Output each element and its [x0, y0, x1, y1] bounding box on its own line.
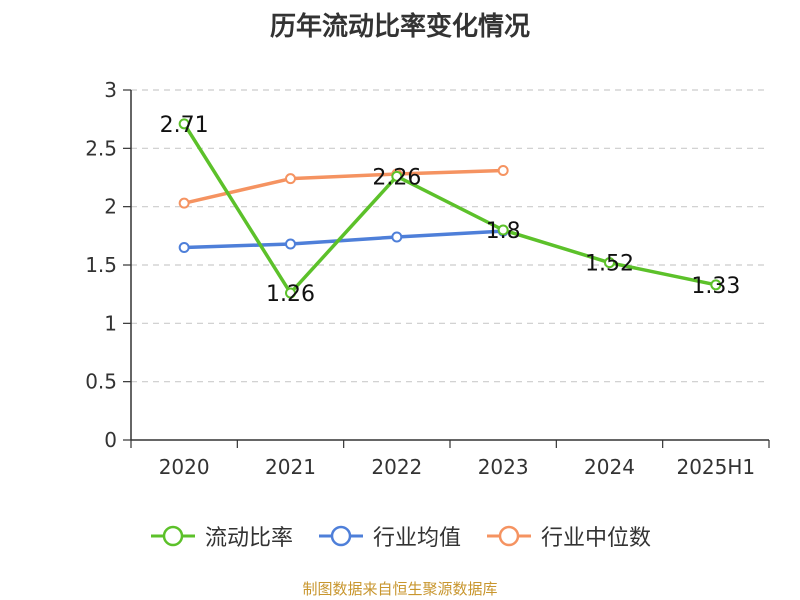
legend-item[interactable]: 行业中位数 — [485, 520, 651, 552]
legend-item[interactable]: 行业均值 — [317, 520, 461, 552]
legend-label: 行业均值 — [372, 526, 461, 551]
x-tick-label: 2023 — [478, 455, 529, 479]
data-label: 1.26 — [266, 282, 315, 307]
data-point[interactable] — [285, 238, 296, 250]
y-tick-label: 2.5 — [85, 136, 117, 160]
data-point[interactable] — [604, 257, 615, 269]
series-line — [182, 229, 505, 250]
y-tick-label: 1.5 — [85, 253, 117, 277]
source-note: 制图数据来自恒生聚源数据库 — [302, 580, 498, 598]
legend-item[interactable]: 流动比率 — [149, 520, 293, 552]
data-label: 2.71 — [160, 113, 209, 138]
legend: 流动比率 行业均值 行业中位数 — [0, 520, 800, 552]
grid-lines — [131, 89, 769, 383]
legend-marker-icon — [487, 525, 531, 547]
series-lines — [178, 118, 722, 299]
y-tick-label: 2 — [104, 195, 117, 219]
data-label: 1.33 — [691, 274, 740, 299]
series-line — [182, 168, 505, 205]
legend-label: 行业中位数 — [541, 526, 652, 551]
x-tick-label: 2024 — [584, 455, 635, 479]
y-tick-label: 0.5 — [85, 370, 117, 394]
y-tick-label: 1 — [104, 311, 117, 335]
legend-marker-icon — [150, 525, 195, 547]
data-point[interactable] — [497, 224, 509, 236]
data-point[interactable] — [178, 197, 190, 209]
legend-marker-icon — [318, 525, 363, 547]
data-point[interactable] — [391, 231, 403, 243]
data-label: 1.8 — [486, 219, 521, 244]
data-point[interactable] — [391, 170, 403, 182]
data-label: 1.52 — [585, 252, 634, 277]
data-point[interactable] — [710, 279, 722, 291]
y-tick-label: 3 — [104, 78, 117, 102]
x-tick-label: 2025H1 — [676, 455, 755, 479]
data-point[interactable] — [285, 287, 296, 299]
legend-label: 流动比率 — [204, 526, 293, 551]
data-point[interactable] — [497, 165, 509, 176]
data-point[interactable] — [178, 118, 190, 130]
y-tick-label: 0 — [104, 428, 117, 452]
data-label: 2.26 — [372, 165, 421, 190]
chart-title: 历年流动比率变化情况 — [269, 12, 530, 42]
x-tick-label: 2022 — [371, 455, 422, 479]
data-labels: 2.71 1.26 2.26 1.8 1.52 1.33 — [160, 113, 741, 307]
data-point[interactable] — [178, 242, 190, 253]
x-tick-label: 2020 — [159, 455, 210, 479]
data-point[interactable] — [285, 173, 296, 185]
series-line — [182, 122, 718, 295]
x-tick-label: 2021 — [265, 455, 316, 479]
